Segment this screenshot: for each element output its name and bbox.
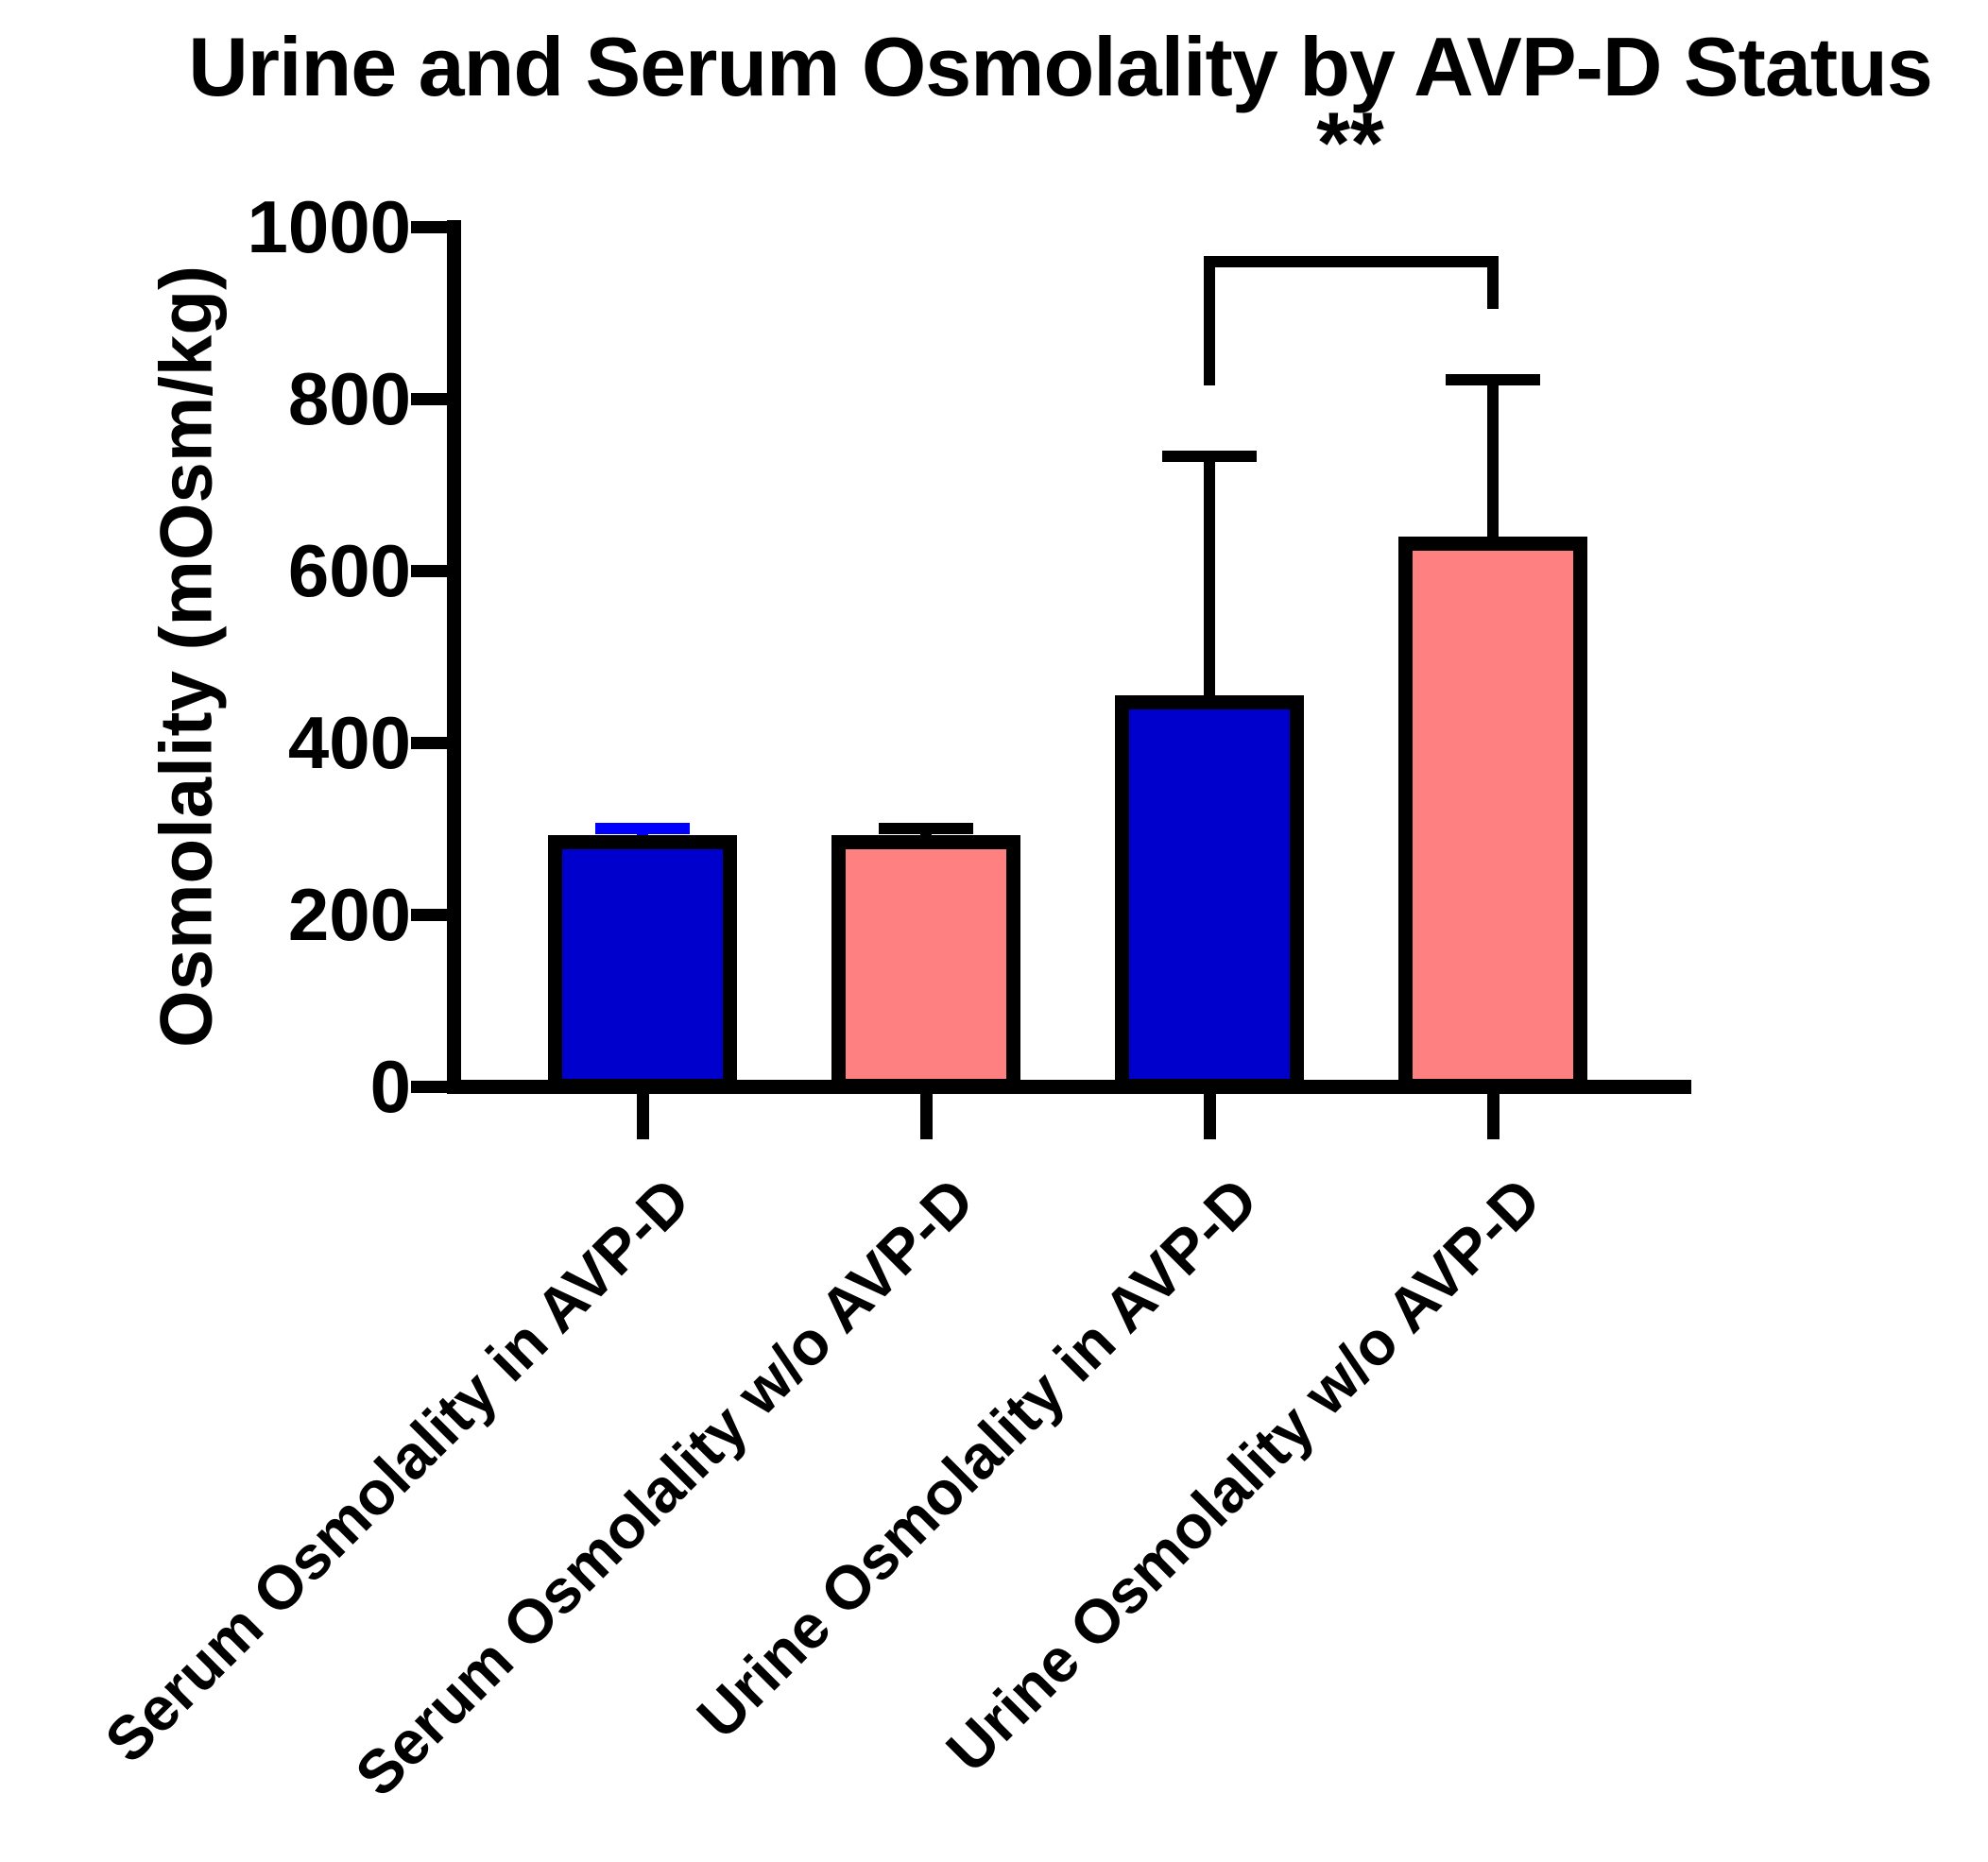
y-tick-label: 800 [287,357,411,440]
x-tick-mark [636,1093,649,1139]
x-axis-line [447,1080,1691,1094]
bar [831,835,1020,1094]
y-tick-mark [410,220,447,233]
significance-asterisks: ** [1316,95,1384,192]
x-tick-label: Urine Osmolality w/o AVP-D [933,1164,1554,1785]
bar [548,835,737,1094]
chart-title: Urine and Serum Osmolality by AVP-D Stat… [188,20,1933,113]
x-tick-mark [1486,1093,1500,1139]
y-tick-label: 0 [369,1045,411,1128]
y-tick-mark [410,736,447,749]
y-tick-label: 400 [287,701,411,784]
error-bar-cap [1162,450,1257,462]
y-tick-mark [410,1080,447,1093]
significance-bracket-right-leg [1487,256,1499,309]
x-tick-mark [1203,1093,1216,1139]
significance-bracket-left-leg [1204,256,1215,385]
bar [1115,694,1304,1094]
y-tick-mark [410,908,447,921]
error-bar-cap [1446,373,1540,385]
error-bar-cap [595,823,690,834]
y-axis-line [447,220,461,1094]
error-bar-cap [879,823,973,834]
error-bar-line [1204,455,1215,703]
bar [1398,536,1587,1094]
x-tick-mark [919,1093,933,1139]
error-bar-line [1487,379,1499,544]
y-tick-mark [410,392,447,405]
x-tick-label: Urine Osmolality in AVP-D [683,1164,1271,1751]
y-tick-label: 600 [287,529,411,612]
y-tick-label: 1000 [247,185,411,268]
x-tick-label: Serum Osmolality in AVP-D [92,1164,704,1776]
x-tick-label: Serum Osmolality w/o AVP-D [341,1164,987,1810]
significance-bracket-bar [1204,256,1499,267]
y-tick-mark [410,564,447,577]
y-tick-label: 200 [287,873,411,956]
